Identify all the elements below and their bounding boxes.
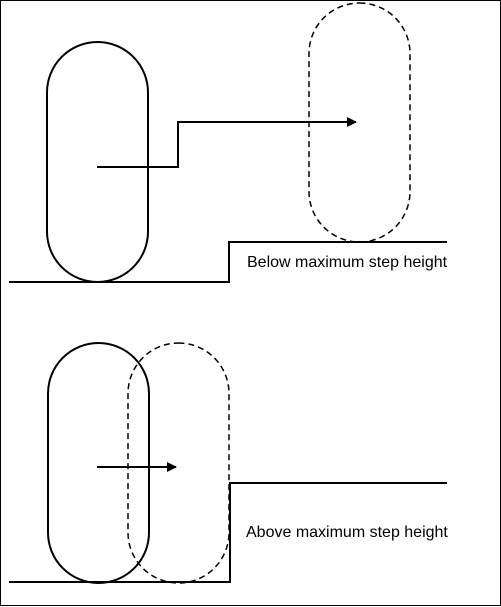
step-up-arrow (97, 122, 356, 167)
capsule-blocked-dashed (128, 343, 229, 583)
capsule-start (47, 42, 148, 282)
label-below-max-step: Below maximum step height (247, 254, 447, 272)
label-above-max-step: Above maximum step height (246, 524, 448, 542)
panel-below (9, 3, 447, 282)
capsule-start (48, 343, 149, 583)
panel-above (9, 343, 447, 583)
